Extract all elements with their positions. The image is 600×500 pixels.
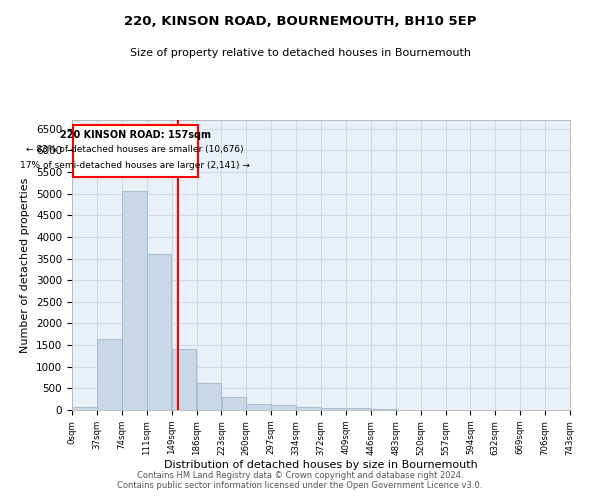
Bar (172, 348, 196, 410)
Bar (247, 404, 271, 410)
Bar (221, 398, 246, 410)
Bar (346, 408, 371, 410)
Bar (371, 408, 395, 410)
X-axis label: Distribution of detached houses by size in Bournemouth: Distribution of detached houses by size … (164, 460, 478, 470)
Text: 220, KINSON ROAD, BOURNEMOUTH, BH10 5EP: 220, KINSON ROAD, BOURNEMOUTH, BH10 5EP (124, 15, 476, 28)
Text: 17% of semi-detached houses are larger (2,141) →: 17% of semi-detached houses are larger (… (20, 160, 250, 170)
Bar (122, 192, 146, 410)
Y-axis label: Number of detached properties: Number of detached properties (20, 178, 31, 352)
Bar (296, 406, 321, 410)
Bar (97, 338, 122, 410)
Text: Size of property relative to detached houses in Bournemouth: Size of property relative to detached ho… (130, 48, 470, 58)
Text: Contains HM Land Registry data © Crown copyright and database right 2024.
Contai: Contains HM Land Registry data © Crown c… (118, 470, 482, 490)
Bar (147, 254, 172, 410)
Bar (72, 407, 97, 410)
Bar (197, 383, 221, 410)
Text: ← 83% of detached houses are smaller (10,676): ← 83% of detached houses are smaller (10… (26, 145, 244, 154)
Text: 220 KINSON ROAD: 157sqm: 220 KINSON ROAD: 157sqm (60, 130, 211, 140)
FancyBboxPatch shape (73, 125, 198, 177)
Bar (271, 405, 296, 410)
Bar (321, 408, 346, 410)
